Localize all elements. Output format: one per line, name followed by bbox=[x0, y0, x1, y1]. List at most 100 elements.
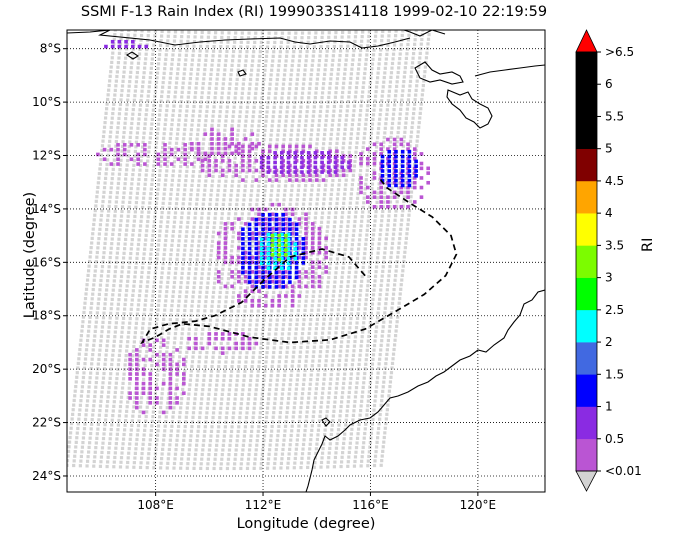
rain-pixel bbox=[301, 144, 306, 149]
rain-pixel bbox=[387, 183, 392, 188]
swath-pixel bbox=[296, 429, 301, 433]
swath-pixel bbox=[386, 223, 390, 227]
swath-pixel bbox=[291, 359, 295, 364]
swath-pixel bbox=[264, 114, 269, 119]
swath-pixel bbox=[344, 418, 348, 422]
swath-pixel bbox=[281, 387, 285, 391]
swath-pixel bbox=[79, 338, 83, 342]
rain-pixel bbox=[392, 137, 397, 142]
swath-pixel bbox=[273, 337, 277, 341]
swath-pixel bbox=[377, 426, 381, 431]
swath-pixel bbox=[352, 284, 357, 288]
swath-pixel bbox=[342, 257, 346, 261]
swath-pixel bbox=[196, 253, 200, 257]
swath-pixel bbox=[393, 278, 397, 282]
swath-pixel bbox=[175, 253, 180, 257]
swath-pixel bbox=[87, 385, 91, 389]
swath-pixel bbox=[303, 368, 307, 373]
swath-pixel bbox=[210, 300, 215, 304]
swath-pixel bbox=[381, 325, 385, 329]
swath-pixel bbox=[170, 57, 175, 62]
swath-pixel bbox=[334, 266, 339, 270]
swath-pixel bbox=[70, 422, 74, 426]
swath-pixel bbox=[76, 361, 80, 366]
swath-pixel bbox=[261, 388, 265, 392]
swath-pixel bbox=[363, 311, 367, 316]
swath-pixel bbox=[201, 327, 205, 331]
swath-pixel bbox=[262, 378, 266, 382]
swath-pixel bbox=[379, 408, 383, 412]
swath-pixel bbox=[272, 290, 276, 294]
swath-pixel bbox=[178, 355, 182, 359]
swath-pixel bbox=[225, 49, 229, 54]
swath-pixel bbox=[233, 156, 237, 160]
swath-pixel bbox=[353, 95, 358, 99]
swath-pixel bbox=[384, 57, 388, 61]
rain-pixel bbox=[250, 289, 255, 293]
swath-pixel bbox=[155, 131, 160, 136]
swath-pixel bbox=[399, 47, 403, 51]
rain-pixel bbox=[247, 168, 252, 173]
swath-pixel bbox=[156, 66, 160, 71]
swath-pixel bbox=[75, 375, 79, 379]
swath-pixel bbox=[204, 239, 208, 243]
swath-pixel bbox=[208, 258, 213, 262]
rain-pixel bbox=[263, 294, 268, 298]
swath-pixel bbox=[400, 98, 404, 102]
swath-pixel bbox=[380, 94, 384, 98]
swath-pixel bbox=[355, 256, 360, 260]
swath-pixel bbox=[106, 158, 110, 162]
rain-pixel bbox=[220, 159, 225, 163]
swath-pixel bbox=[95, 190, 99, 194]
swath-pixel bbox=[162, 252, 166, 257]
swath-pixel bbox=[238, 110, 242, 114]
swath-pixel bbox=[144, 117, 148, 121]
swath-pixel bbox=[356, 67, 361, 71]
rain-pixel bbox=[196, 141, 201, 146]
swath-pixel bbox=[240, 457, 244, 461]
rain-pixel bbox=[122, 152, 127, 157]
swath-pixel bbox=[370, 362, 375, 366]
swath-pixel bbox=[127, 210, 131, 214]
swath-pixel bbox=[378, 57, 382, 61]
swath-pixel bbox=[210, 123, 214, 128]
swath-pixel bbox=[226, 462, 230, 466]
swath-pixel bbox=[214, 448, 218, 452]
swath-pixel bbox=[192, 401, 197, 406]
rain-pixel bbox=[300, 151, 304, 155]
swath-pixel bbox=[321, 202, 326, 206]
swath-pixel bbox=[79, 394, 83, 398]
rain-pixel bbox=[399, 137, 404, 142]
swath-pixel bbox=[315, 437, 320, 442]
rain-pixel bbox=[136, 152, 140, 157]
swath-pixel bbox=[114, 265, 118, 269]
swath-pixel bbox=[99, 460, 103, 464]
swath-pixel bbox=[177, 420, 181, 424]
swath-pixel bbox=[422, 74, 426, 78]
swath-pixel bbox=[132, 461, 136, 465]
swath-pixel bbox=[200, 211, 204, 216]
swath-pixel bbox=[347, 150, 351, 154]
swath-pixel bbox=[174, 206, 178, 210]
swath-pixel bbox=[180, 452, 184, 456]
swath-pixel bbox=[366, 219, 370, 223]
swath-pixel bbox=[357, 182, 361, 187]
swath-pixel bbox=[197, 360, 201, 364]
rain-pixel bbox=[386, 204, 390, 209]
swath-pixel bbox=[166, 341, 170, 345]
swath-pixel bbox=[360, 39, 364, 43]
swath-pixel bbox=[232, 346, 236, 350]
swath-pixel bbox=[277, 119, 281, 123]
swath-pixel bbox=[255, 383, 259, 387]
swath-pixel bbox=[161, 141, 165, 145]
swath-pixel bbox=[186, 220, 190, 225]
swath-pixel bbox=[134, 205, 138, 209]
swath-pixel bbox=[219, 341, 223, 346]
swath-pixel bbox=[308, 382, 312, 386]
swath-pixel bbox=[143, 363, 147, 368]
swath-pixel bbox=[390, 186, 394, 190]
swath-pixel bbox=[103, 358, 108, 362]
swath-pixel bbox=[381, 269, 385, 274]
swath-pixel bbox=[269, 77, 273, 82]
swath-pixel bbox=[225, 411, 229, 415]
